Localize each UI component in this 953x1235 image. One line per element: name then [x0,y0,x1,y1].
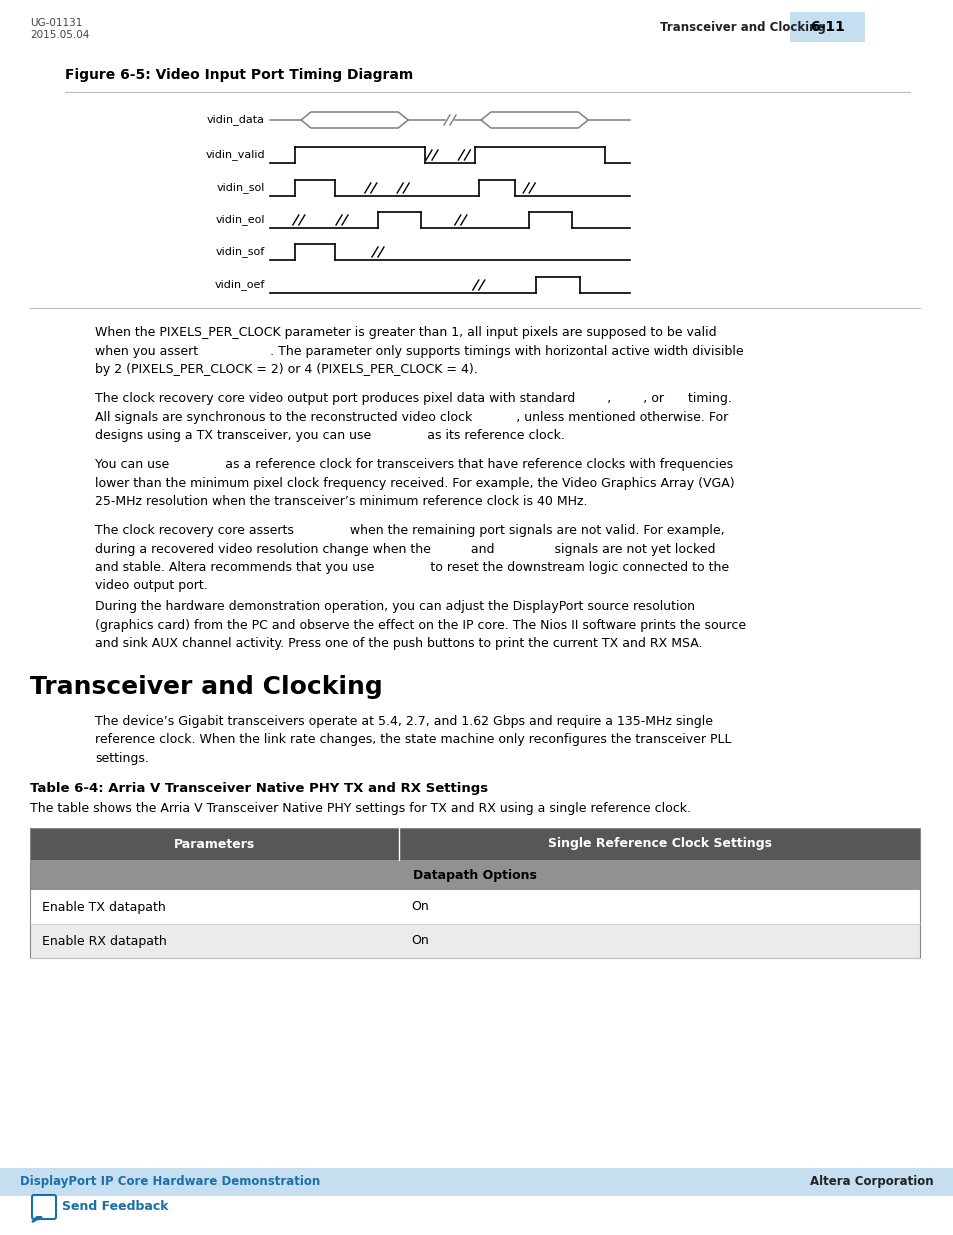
Text: vidin_data: vidin_data [207,115,265,126]
Bar [30,924,399,958]
Bar [789,12,864,42]
Text: The table shows the Arria V Transceiver Native PHY settings for TX and RX using : The table shows the Arria V Transceiver … [30,802,690,815]
Text: Send Feedback: Send Feedback [62,1200,169,1214]
Text: Transceiver and Clocking: Transceiver and Clocking [659,21,825,35]
Text: Parameters: Parameters [173,837,255,851]
Text: Altera Corporation: Altera Corporation [809,1176,933,1188]
Text: On: On [411,900,429,914]
Bar [0,1168,953,1195]
Text: vidin_sol: vidin_sol [216,183,265,194]
Text: 6-11: 6-11 [809,20,844,35]
Text: vidin_eol: vidin_eol [215,215,265,226]
Text: Datapath Options: Datapath Options [413,868,537,882]
Text: During the hardware demonstration operation, you can adjust the DisplayPort sour: During the hardware demonstration operat… [95,600,745,650]
Text: The clock recovery core video output port produces pixel data with standard     : The clock recovery core video output por… [95,391,731,442]
Text: You can use              as a reference clock for transceivers that have referen: You can use as a reference clock for tra… [95,458,734,508]
Text: Enable RX datapath: Enable RX datapath [42,935,167,947]
Text: DisplayPort IP Core Hardware Demonstration: DisplayPort IP Core Hardware Demonstrati… [20,1176,320,1188]
Text: Table 6-4: Arria V Transceiver Native PHY TX and RX Settings: Table 6-4: Arria V Transceiver Native PH… [30,782,488,795]
Bar [399,924,919,958]
Text: When the PIXELS_PER_CLOCK parameter is greater than 1, all input pixels are supp: When the PIXELS_PER_CLOCK parameter is g… [95,326,742,375]
Text: Single Reference Clock Settings: Single Reference Clock Settings [547,837,771,851]
Bar [399,890,919,924]
Text: Figure 6-5: Video Input Port Timing Diagram: Figure 6-5: Video Input Port Timing Diag… [65,68,413,82]
Text: vidin_sof: vidin_sof [215,247,265,257]
Bar [30,890,399,924]
Bar [399,827,919,860]
Bar [30,827,399,860]
Text: 2015.05.04: 2015.05.04 [30,30,90,40]
Text: Transceiver and Clocking: Transceiver and Clocking [30,676,382,699]
Text: The device’s Gigabit transceivers operate at 5.4, 2.7, and 1.62 Gbps and require: The device’s Gigabit transceivers operat… [95,715,731,764]
Text: On: On [411,935,429,947]
Text: vidin_valid: vidin_valid [205,149,265,161]
Bar [30,827,919,958]
Text: The clock recovery core asserts              when the remaining port signals are: The clock recovery core asserts when the… [95,524,728,593]
Text: UG-01131: UG-01131 [30,19,82,28]
Text: vidin_oef: vidin_oef [214,279,265,290]
Bar [30,860,919,890]
Text: Enable TX datapath: Enable TX datapath [42,900,166,914]
